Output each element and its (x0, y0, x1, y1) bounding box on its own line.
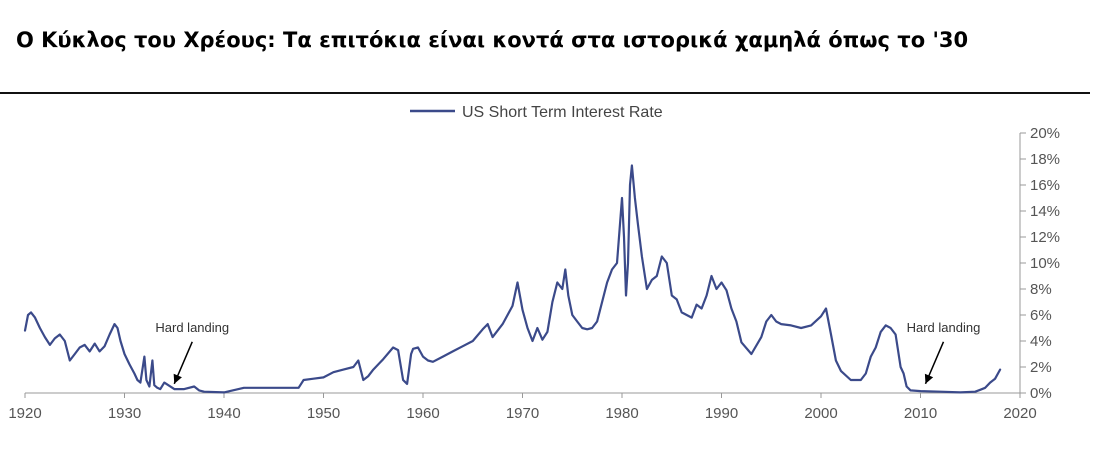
y-tick-label: 8% (1030, 281, 1052, 298)
legend-label: US Short Term Interest Rate (462, 104, 663, 121)
legend: US Short Term Interest Rate (410, 104, 663, 121)
annotation-arrow-head (924, 373, 934, 384)
annotation-arrow-head (173, 373, 182, 384)
x-tick-label: 1940 (207, 405, 240, 422)
series-layer (23, 164, 1002, 394)
y-tick-label: 20% (1030, 125, 1060, 142)
x-tick-label: 1960 (406, 405, 439, 422)
annotations: Hard landing Hard landing (155, 320, 981, 385)
y-tick-label: 4% (1030, 333, 1052, 350)
y-tick-label: 14% (1030, 203, 1060, 220)
x-tick-label: 1990 (705, 405, 738, 422)
y-tick-label: 16% (1030, 177, 1060, 194)
header-divider (0, 92, 1090, 94)
y-tick-label: 6% (1030, 307, 1052, 324)
series-line-us-short-term-interest-rate (23, 164, 1002, 394)
annotation-label: Hard landing (907, 320, 981, 335)
x-tick-label: 1980 (605, 405, 638, 422)
y-tick-label: 12% (1030, 229, 1060, 246)
annotation-label: Hard landing (155, 320, 229, 335)
page-title: Ο Κύκλος του Χρέους: Τα επιτόκια είναι κ… (16, 28, 969, 52)
x-tick-label: 2010 (904, 405, 937, 422)
x-tick-label: 1970 (506, 405, 539, 422)
x-tick-label: 1950 (307, 405, 340, 422)
x-tick-label: 2000 (804, 405, 837, 422)
axes: 1920 1930 1940 1950 1960 1970 1980 1990 2000 2010… (8, 125, 1060, 422)
y-tick-label: 18% (1030, 151, 1060, 168)
y-tick-label: 10% (1030, 255, 1060, 272)
x-tick-label: 2020 (1003, 405, 1036, 422)
y-tick-label: 0% (1030, 385, 1052, 402)
x-tick-label: 1920 (8, 405, 41, 422)
x-tick-label: 1930 (108, 405, 141, 422)
y-tick-label: 2% (1030, 359, 1052, 376)
